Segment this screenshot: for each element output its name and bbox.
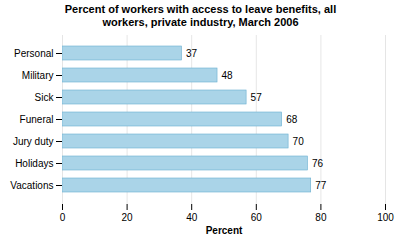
svg-text:57: 57 <box>251 92 263 103</box>
svg-text:60: 60 <box>251 212 263 223</box>
svg-text:48: 48 <box>222 70 234 81</box>
svg-text:70: 70 <box>293 136 305 147</box>
svg-text:37: 37 <box>186 48 198 59</box>
html-text:Percent of workers with access: Percent of workers with access to leave … <box>64 3 337 28</box>
svg-text:80: 80 <box>315 212 327 223</box>
svg-text:Vacations: Vacations <box>10 180 53 191</box>
svg-text:100: 100 <box>377 212 394 223</box>
svg-text:Holidays: Holidays <box>15 158 53 169</box>
svg-text:Personal: Personal <box>14 48 53 59</box>
svg-text:Sick: Sick <box>35 92 55 103</box>
svg-text:Funeral: Funeral <box>20 114 54 125</box>
svg-text:Military: Military <box>22 70 54 81</box>
svg-text:Percent: Percent <box>206 225 243 236</box>
svg-text:68: 68 <box>286 114 298 125</box>
svg-text:40: 40 <box>186 212 198 223</box>
svg-text:Jury duty: Jury duty <box>13 136 54 147</box>
svg-text:76: 76 <box>312 158 324 169</box>
svg-text:0: 0 <box>60 212 66 223</box>
svg-text:20: 20 <box>122 212 134 223</box>
svg-text:77: 77 <box>315 180 327 191</box>
